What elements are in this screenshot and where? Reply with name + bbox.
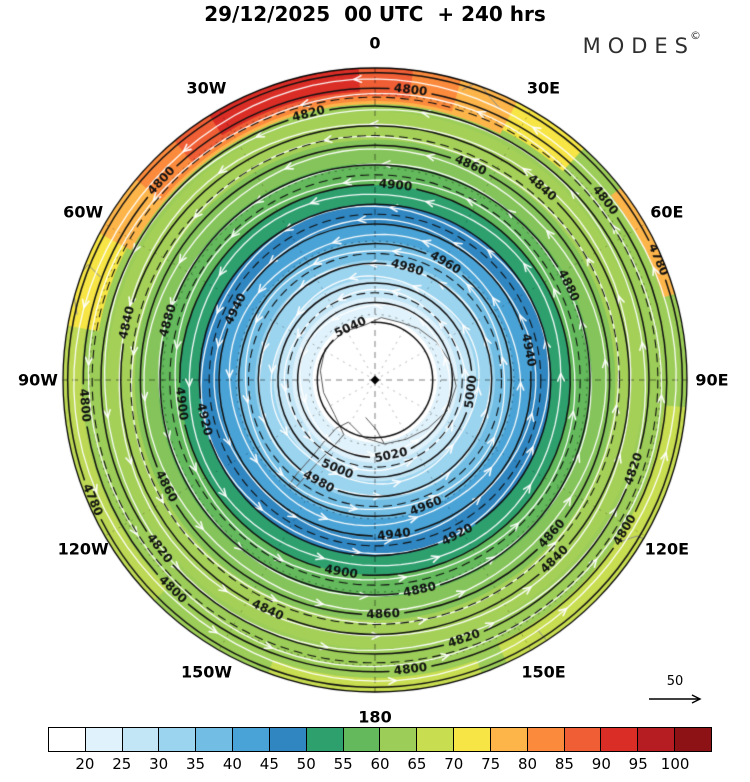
colorbar-tick: 55: [333, 755, 353, 773]
colorbar-cell: [84, 728, 122, 751]
colorbar-cell: [268, 728, 306, 751]
colorbar-tick: 90: [591, 755, 611, 773]
colorbar-cell: [121, 728, 159, 751]
colorbar-ticks: 20 25 30 35 40 45 50 55 60 65 70 75 80 85 90 95 100: [0, 755, 750, 775]
colorbar-cell: [158, 728, 196, 751]
compass-label-90w: 90W: [18, 370, 58, 390]
compass-label-90e: 90E: [695, 370, 729, 390]
colorbar-tick: 95: [628, 755, 648, 773]
compass-label-0: 0: [369, 33, 381, 53]
colorbar-cell: [489, 728, 527, 751]
colorbar-cell: [600, 728, 638, 751]
compass-label-120w: 120W: [57, 539, 109, 558]
colorbar-cell: [305, 728, 343, 751]
compass-label-150w: 150W: [180, 662, 233, 682]
compass-label-30e: 30E: [526, 78, 561, 98]
colorbar-cell: [453, 728, 490, 751]
compass-label-60w: 60W: [63, 202, 104, 221]
colorbar-cell: [674, 728, 711, 751]
colorbar-cell: [195, 728, 233, 751]
colorbar-tick: 75: [481, 755, 501, 773]
colorbar-tick: 35: [186, 755, 206, 773]
compass-label-150e: 150E: [521, 662, 566, 682]
colorbar-tick: 20: [75, 755, 95, 773]
compass-label-60e: 60E: [650, 202, 684, 221]
colorbar-tick: 30: [149, 755, 169, 773]
colorbar-cell: [342, 728, 380, 751]
colorbar-cell: [416, 728, 454, 751]
colorbar-tick: 80: [518, 755, 538, 773]
scale-arrow-icon: [649, 694, 702, 704]
colorbar-tick: 25: [112, 755, 132, 773]
colorbar-cell: [379, 728, 417, 751]
colorbar-cell: [232, 728, 269, 751]
colorbar-tick: 65: [407, 755, 427, 773]
colorbar-tick: 50: [296, 755, 316, 773]
colorbar-tick: 100: [660, 755, 690, 773]
colorbar-tick: 85: [554, 755, 574, 773]
colorbar-cell: [637, 728, 675, 751]
compass-label-120e: 120E: [644, 539, 690, 558]
compass-label-180: 180: [358, 707, 392, 727]
wind-scale-value: 50: [666, 674, 684, 689]
colorbar-cell: [49, 728, 85, 751]
wind-scale: 50: [642, 674, 708, 709]
colorbar-tick: 40: [222, 755, 242, 773]
colorbar-cell: [563, 728, 601, 751]
colorbar-cell: [526, 728, 564, 751]
colorbar-tick: 70: [444, 755, 464, 773]
colorbar-tick: 60: [370, 755, 390, 773]
colorbar-tick: 45: [259, 755, 279, 773]
compass-label-30w: 30W: [186, 78, 227, 98]
colorbar: [48, 727, 712, 752]
